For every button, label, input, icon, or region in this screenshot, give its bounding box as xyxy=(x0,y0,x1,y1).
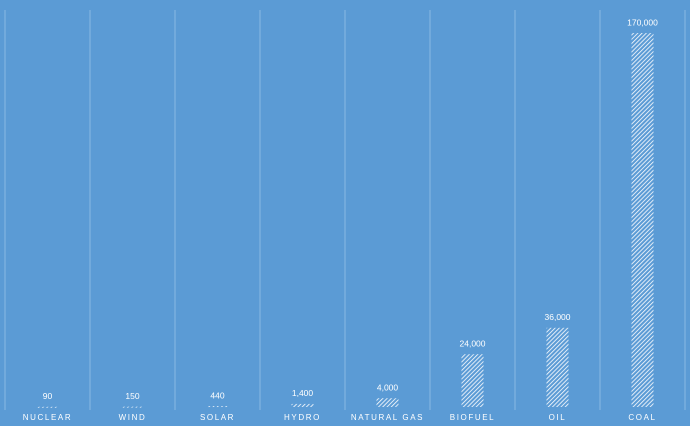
x-tick-label: BIOFUEL xyxy=(450,413,495,422)
bar xyxy=(206,406,229,408)
value-label: 4,000 xyxy=(377,382,399,392)
value-label: 90 xyxy=(43,391,53,401)
x-tick-label: OIL xyxy=(549,413,567,422)
x-tick-label: NATURAL GAS xyxy=(351,413,424,422)
x-tick-label: NUCLEAR xyxy=(23,413,72,422)
value-label: 36,000 xyxy=(545,312,571,322)
value-label: 440 xyxy=(210,390,224,400)
x-tick-label: SOLAR xyxy=(200,413,235,422)
value-label: 170,000 xyxy=(627,17,658,27)
value-label: 150 xyxy=(125,391,139,401)
bar xyxy=(291,403,314,407)
bar xyxy=(631,33,654,407)
x-tick-label: WIND xyxy=(119,413,147,422)
bar xyxy=(461,354,484,407)
bar xyxy=(121,406,144,408)
x-tick-label: COAL xyxy=(628,413,656,422)
bar xyxy=(376,398,399,407)
bar xyxy=(36,406,59,408)
value-label: 1,400 xyxy=(292,388,314,398)
x-tick-label: HYDRO xyxy=(284,413,321,422)
value-label: 24,000 xyxy=(460,338,486,348)
bar xyxy=(546,327,569,407)
